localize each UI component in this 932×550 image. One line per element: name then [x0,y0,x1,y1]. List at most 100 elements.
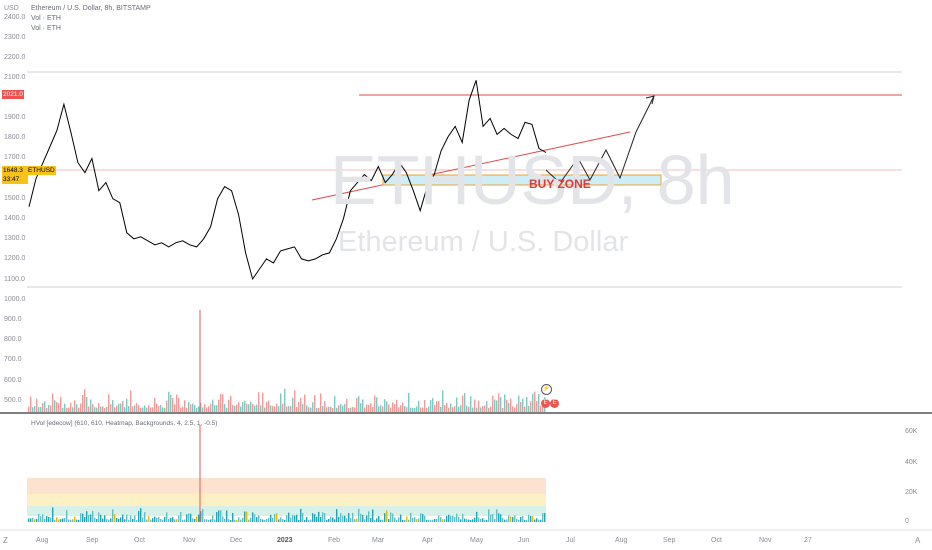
volume-bar [510,398,512,412]
hvol-bar [274,514,276,522]
hvol-bar [326,519,328,522]
volume-bar [244,400,246,412]
zoom-icon[interactable]: Z [3,536,8,545]
volume-bar [102,406,104,412]
hvol-bar [50,517,52,522]
volume-bar [62,407,64,412]
hvol-bar [188,513,190,522]
volume-bar [322,406,324,412]
time-tick: Oct [134,537,145,544]
volume-bar [416,406,418,412]
hvol-bar [94,517,96,522]
hvol-bar [104,515,106,522]
volume-bar [228,400,230,412]
volume-bar [218,399,220,412]
price-tick: 1500.0 [4,195,26,202]
hvol-bar [380,519,382,522]
hvol-bar [72,519,74,522]
volume-bar [70,402,72,412]
volume-bar [354,407,356,412]
volume-bar [456,397,458,412]
volume-bar [376,397,378,412]
projection-path[interactable] [545,95,655,184]
volume-bar [350,407,352,412]
volume-bar [114,407,116,412]
hvol-bar [360,513,362,522]
hvol-bar [354,519,356,522]
hvol-bar [272,517,274,522]
hvol-bar [144,512,146,522]
countdown-tag: 33:47 [2,175,28,184]
chart-title[interactable]: Ethereum / U.S. Dollar, 8h, BITSTAMP [31,5,151,12]
flash-event-icon[interactable]: ⚡ [541,384,552,395]
auto-scale-icon[interactable]: A [915,536,921,545]
hvol-bar [386,510,388,522]
hvol-bar [420,513,422,522]
volume-bar [140,407,142,412]
hvol-bar [102,518,104,522]
hvol-bar [90,514,92,522]
hvol-bar [432,519,434,522]
volume-bar [134,405,136,412]
hvol-bar [416,519,418,522]
hvol-bar [184,519,186,522]
trend-line[interactable] [311,131,631,201]
volume-bar [340,403,342,412]
volume-bar [300,397,302,412]
hvol-bar [146,519,148,522]
time-tick: Aug [615,537,628,544]
hvol-bar [32,517,34,522]
symbol-tag[interactable]: ETHUSD [27,166,56,175]
hvol-bar [454,516,456,522]
hvol-bar [332,517,334,522]
hvol-bar [110,518,112,522]
volume-bar [482,405,484,412]
hvol-bar [244,511,246,522]
volume-bar [44,401,46,412]
volume-bar [172,397,174,412]
hvol-bar [282,519,284,522]
hvol-tick: 40K [905,459,918,466]
volume-bar [526,396,528,412]
hvol-bar [38,513,40,522]
volume-bar [410,407,412,412]
volume-legend-1[interactable]: Vol · ETH [31,15,61,22]
volume-bar [378,406,380,412]
hvol-bar [296,514,298,522]
hvol-bar [482,518,484,522]
volume-bar [412,407,414,412]
hvol-bar [530,515,532,522]
volume-bar [116,405,118,412]
hvol-legend[interactable]: HVol [edecow] (610, 610, Heatmap, Backgr… [31,420,218,427]
resistance-price-tag[interactable]: 2021.0 [2,90,24,99]
earnings-event-icon[interactable]: E [550,399,559,408]
volume-bar [342,405,344,412]
volume-bar [100,406,102,412]
volume-bar [282,403,284,412]
volume-bar [400,405,402,412]
hvol-bar [314,514,316,522]
volume-bar [476,407,478,412]
hvol-bar [206,519,208,522]
hvol-bar [170,517,172,522]
volume-bar [288,406,290,412]
earnings-event-icon[interactable]: E [541,399,550,408]
volume-legend-2[interactable]: Vol · ETH [31,25,61,32]
hvol-bar [448,514,450,522]
price-line[interactable] [28,80,547,281]
volume-bar [488,407,490,412]
hvol-bar [106,518,108,522]
volume-bar [60,396,62,412]
buy-zone-label[interactable]: BUY ZONE [529,177,591,191]
hvol-bar [324,513,326,522]
hvol-bar [264,519,266,522]
hvol-bar [152,518,154,522]
hvol-bar [280,517,282,522]
buy-zone-box[interactable] [382,174,662,186]
hvol-bar [48,516,50,522]
volume-bar [178,397,180,412]
volume-bar [40,406,42,412]
current-price-tag[interactable]: 1648.3 [2,166,28,175]
volume-bar [256,404,258,412]
